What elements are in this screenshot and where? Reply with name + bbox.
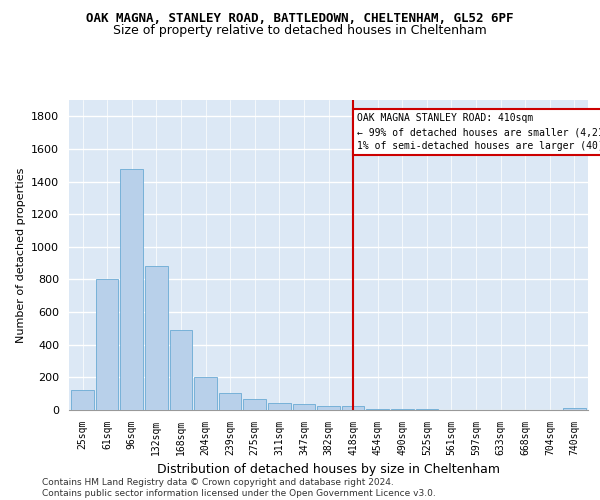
Bar (121, 168, 143, 410)
Text: OAK MAGNA, STANLEY ROAD, BATTLEDOWN, CHELTENHAM, GL52 6PF: OAK MAGNA, STANLEY ROAD, BATTLEDOWN, CHE… (86, 12, 514, 26)
Bar (244, 400, 266, 410)
Bar (219, 393, 241, 410)
Text: Size of property relative to detached houses in Cheltenham: Size of property relative to detached ho… (113, 24, 487, 37)
X-axis label: Distribution of detached houses by size in Cheltenham: Distribution of detached houses by size … (157, 464, 500, 476)
Y-axis label: Number of detached properties: Number of detached properties (16, 168, 26, 342)
Bar (194, 376, 217, 410)
Bar (391, 409, 413, 410)
Text: Contains HM Land Registry data © Crown copyright and database right 2024.
Contai: Contains HM Land Registry data © Crown c… (42, 478, 436, 498)
Bar (96, 280, 118, 410)
Bar (563, 408, 586, 410)
Bar (170, 330, 192, 410)
Bar (268, 403, 290, 410)
Bar (367, 408, 389, 410)
Bar (293, 404, 315, 410)
Bar (71, 390, 94, 410)
Bar (317, 406, 340, 410)
Bar (342, 406, 364, 410)
Text: OAK MAGNA STANLEY ROAD: 410sqm
← 99% of detached houses are smaller (4,212)
1% o: OAK MAGNA STANLEY ROAD: 410sqm ← 99% of … (357, 113, 600, 151)
Bar (145, 266, 167, 410)
